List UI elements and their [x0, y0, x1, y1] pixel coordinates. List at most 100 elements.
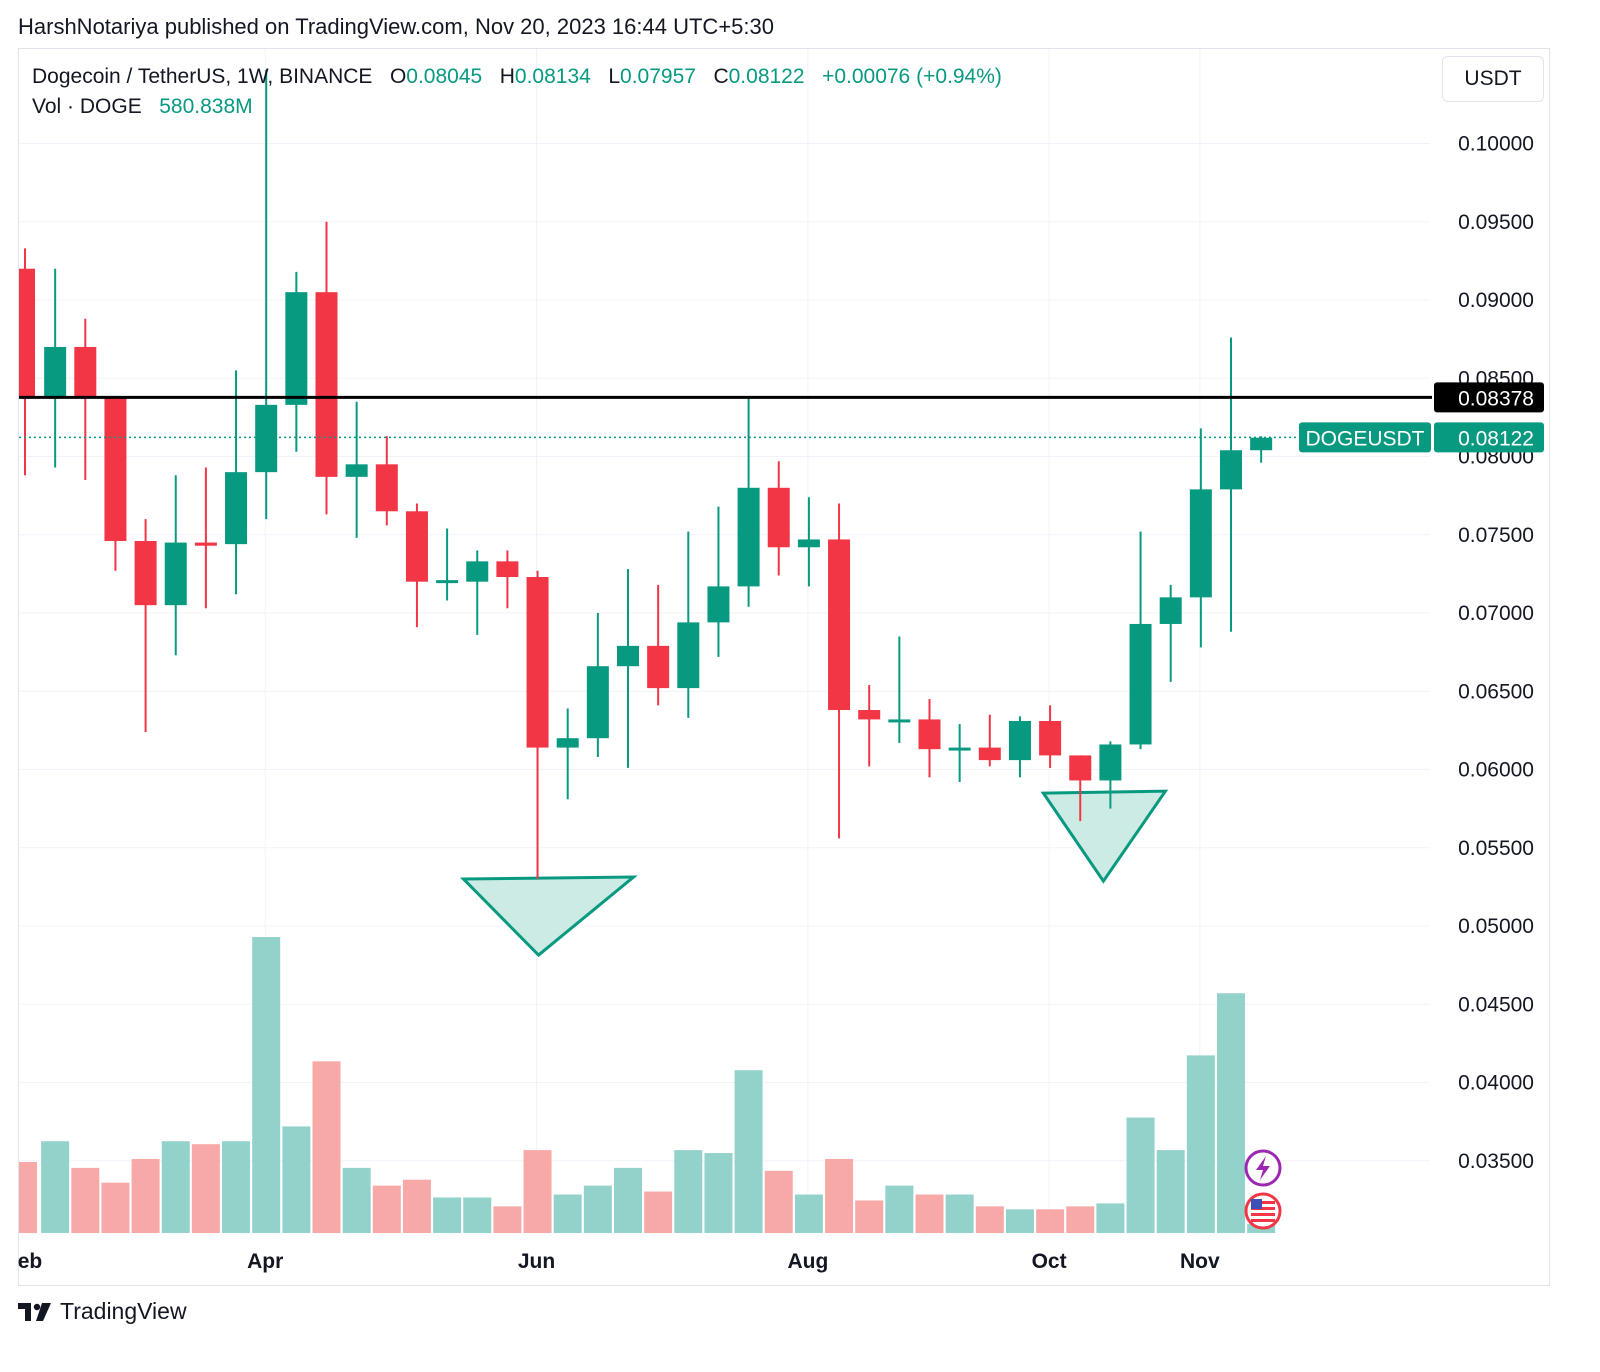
triangle-drawing[interactable] [1040, 789, 1169, 884]
volume-bar [372, 1185, 401, 1233]
candle [1220, 337, 1242, 632]
candle-body [436, 580, 459, 584]
candle [556, 708, 579, 800]
candle-body [1039, 720, 1062, 756]
candle [647, 584, 670, 706]
candle-body [104, 397, 127, 542]
candle [1008, 716, 1031, 778]
high-value: 0.08134 [514, 65, 591, 88]
volume-bar [794, 1194, 823, 1233]
candle [255, 69, 278, 520]
published-info: HarshNotariya published on TradingView.c… [18, 14, 774, 39]
candle-body [1220, 450, 1242, 490]
x-axis-month-label: Aug [787, 1250, 828, 1273]
volume-bar [825, 1159, 854, 1233]
volume-bar [1126, 1117, 1155, 1233]
chart-legend: Dogecoin / TetherUS, 1W, BINANCE O0.0804… [32, 62, 1002, 122]
candle [526, 570, 549, 880]
price-axis[interactable]: 0.100000.095000.090000.085000.080000.075… [1458, 133, 1534, 1173]
tradingview-logo[interactable]: TradingView [18, 1298, 187, 1325]
price-tags: 0.08378 DOGEUSDT 0.08122 [1299, 382, 1544, 453]
candle-body [707, 586, 730, 623]
low-value: 0.07957 [620, 65, 696, 88]
candle [1039, 705, 1062, 768]
candle [285, 271, 308, 452]
candle [225, 370, 248, 595]
candle-body [1250, 437, 1273, 451]
candle [978, 714, 1001, 767]
symbol-description[interactable]: Dogecoin / TetherUS, 1W, BINANCE [32, 65, 373, 88]
candle [1189, 428, 1212, 648]
candle [737, 397, 760, 607]
currency-button[interactable]: USDT [1442, 56, 1544, 102]
volume-value: 580.838M [159, 95, 253, 118]
triangle-drawing[interactable] [460, 875, 638, 958]
y-axis-tick-label: 0.04500 [1458, 993, 1534, 1016]
volume-bar [1096, 1203, 1125, 1233]
candle-body [586, 666, 609, 739]
x-axis-month-label: Apr [247, 1250, 283, 1273]
ohlc-row: Dogecoin / TetherUS, 1W, BINANCE O0.0804… [32, 62, 1002, 92]
volume-bar [19, 1161, 37, 1233]
volume-bar [553, 1194, 582, 1233]
time-axis[interactable]: eb Apr Jun Aug Oct Nov [18, 1250, 1220, 1273]
y-axis-tick-label: 0.05000 [1458, 915, 1534, 938]
candle [1250, 436, 1273, 463]
candle-body [19, 268, 35, 398]
candle-body [647, 645, 670, 689]
chart-frame[interactable] [18, 48, 1550, 1286]
chart-icons[interactable] [1244, 1149, 1282, 1230]
candle [44, 268, 67, 468]
candle-body [948, 747, 971, 751]
y-axis-tick-label: 0.09000 [1458, 289, 1534, 312]
volume-bar [885, 1185, 914, 1233]
drawn-triangles[interactable] [460, 789, 1169, 958]
candle [436, 528, 459, 601]
volume-bar [1036, 1209, 1065, 1233]
resistance-price-tag [1434, 382, 1544, 413]
price-lines[interactable] [19, 395, 1432, 439]
volume-bars [19, 937, 1276, 1233]
candle [405, 503, 428, 628]
candle [948, 724, 971, 783]
volume-bar [101, 1182, 130, 1233]
candle-body [285, 292, 308, 405]
candle-body [194, 542, 217, 546]
candle-body [405, 511, 428, 582]
candle-body [737, 487, 760, 587]
volume-bar [1005, 1209, 1034, 1233]
candle [767, 461, 790, 576]
volume-bar [191, 1144, 220, 1233]
x-axis-month-label: Oct [1032, 1250, 1067, 1273]
tradingview-brand: TradingView [60, 1298, 187, 1324]
us-flag-icon[interactable] [1244, 1192, 1282, 1230]
candle [134, 519, 157, 732]
candle-body [164, 542, 187, 606]
volume-bar [252, 937, 281, 1233]
volume-bar [1217, 993, 1245, 1233]
candle [19, 248, 35, 476]
volume-bar [644, 1191, 673, 1233]
volume-bar [1186, 1055, 1215, 1233]
y-axis-tick-label: 0.03500 [1458, 1150, 1534, 1173]
symbol-tag [1299, 422, 1431, 453]
candle [1129, 531, 1152, 750]
candle [194, 467, 217, 609]
x-axis-month-label: Jun [518, 1250, 555, 1273]
volume-label[interactable]: Vol · DOGE [32, 95, 142, 118]
x-axis-month-label: eb [18, 1250, 43, 1273]
y-axis-tick-label: 0.07500 [1458, 524, 1534, 547]
candle [828, 503, 851, 839]
y-axis-tick-label: 0.09500 [1458, 211, 1534, 234]
candle [315, 221, 338, 515]
candle-body [797, 539, 820, 548]
volume-bar [523, 1150, 552, 1233]
lightning-icon[interactable] [1244, 1149, 1282, 1187]
candle [1099, 741, 1122, 809]
candle [586, 613, 609, 757]
volume-bar [71, 1167, 100, 1233]
candle-body [1189, 489, 1212, 598]
volume-bar [282, 1126, 311, 1233]
resistance-price-label: 0.08378 [1458, 387, 1534, 410]
